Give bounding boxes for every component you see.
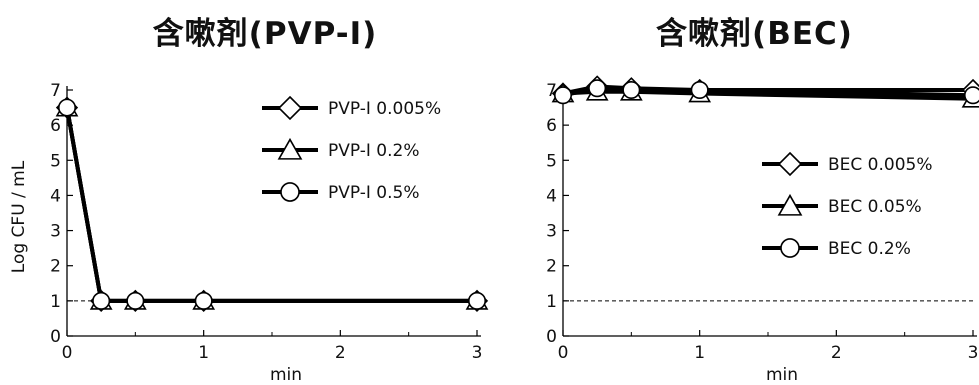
chart-plot-bec: 0 1 2 3 4 5 6 7 0 1 2 3 min BEC 0.005% BEC 0.05% BEC 0.…: [546, 75, 979, 385]
data-point-circle: [57, 98, 76, 117]
y-tick-label: 4: [546, 186, 557, 206]
legend-label: BEC 0.05%: [828, 197, 922, 217]
x-tick-label: 1: [198, 343, 209, 363]
legend-marker-triangle: [277, 137, 303, 160]
x-tick-label: 2: [335, 343, 346, 363]
series-line-triangle: [65, 107, 477, 303]
y-tick-label: 4: [50, 186, 61, 206]
series-line-diamond: [65, 107, 477, 303]
legend-label: BEC 0.005%: [828, 155, 933, 175]
chart-panel-bec: 含嗽剤(BEC) 0 1 2 3 4 5 6 7 0 1 2 3 min BEC 0.005% BEC 0.…: [490, 0, 979, 385]
y-tick-label: 7: [546, 81, 557, 101]
data-point-circle: [690, 81, 709, 100]
chart-title: 含嗽剤(PVP-I): [152, 16, 378, 52]
y-tick-label: 1: [50, 292, 61, 312]
y-tick-label: 6: [546, 116, 557, 136]
x-tick-label: 2: [831, 343, 842, 363]
data-point-circle: [467, 291, 486, 310]
data-point-circle: [588, 79, 607, 98]
y-tick-label: 3: [546, 222, 557, 242]
x-axis-label: min: [270, 365, 302, 385]
y-tick-label: 0: [546, 327, 557, 347]
data-point-circle: [554, 86, 573, 105]
data-point-circle: [622, 81, 641, 100]
y-tick-label: 5: [50, 151, 61, 171]
x-tick-label: 3: [968, 343, 979, 363]
data-point-circle: [194, 291, 213, 310]
x-tick-label: 0: [62, 343, 73, 363]
legend-marker-circle: [780, 238, 800, 258]
chart-title: 含嗽剤(BEC): [656, 16, 853, 52]
legend-label: PVP-I 0.2%: [328, 141, 420, 161]
legend-label: PVP-I 0.5%: [328, 183, 420, 203]
legend-marker-triangle: [777, 193, 803, 216]
data-point-circle: [126, 291, 145, 310]
y-tick-label: 2: [50, 257, 61, 277]
x-tick-label: 1: [694, 343, 705, 363]
y-tick-label: 0: [50, 327, 61, 347]
series-line-circle: [65, 107, 477, 303]
x-axis-label: min: [766, 365, 798, 385]
legend-marker-circle: [280, 182, 300, 202]
y-tick-label: 2: [546, 257, 557, 277]
legend-label: BEC 0.2%: [828, 239, 911, 259]
y-tick-label: 7: [50, 81, 61, 101]
data-point-circle: [964, 86, 979, 105]
data-point-circle: [92, 291, 111, 310]
y-tick-label: 5: [546, 151, 557, 171]
x-tick-label: 0: [558, 343, 569, 363]
y-tick-label: 6: [50, 116, 61, 136]
x-tick-label: 3: [472, 343, 483, 363]
y-axis-label: Log CFU / mL: [9, 160, 29, 273]
legend-marker-diamond: [777, 151, 803, 177]
chart-plot-pvp-i: 0 1 2 3 4 5 6 7 0 1 2 3 min Log CFU / mL PVP-I 0.005% P…: [9, 81, 489, 385]
y-tick-label: 1: [546, 292, 557, 312]
y-tick-label: 3: [50, 222, 61, 242]
legend-label: PVP-I 0.005%: [328, 99, 441, 119]
legend-marker-diamond: [277, 95, 303, 121]
chart-panel-pvp-i: 含嗽剤(PVP-I) 0 1 2 3 4 5 6 7 0 1 2 3 min Log CFU / mL PV…: [9, 16, 489, 385]
